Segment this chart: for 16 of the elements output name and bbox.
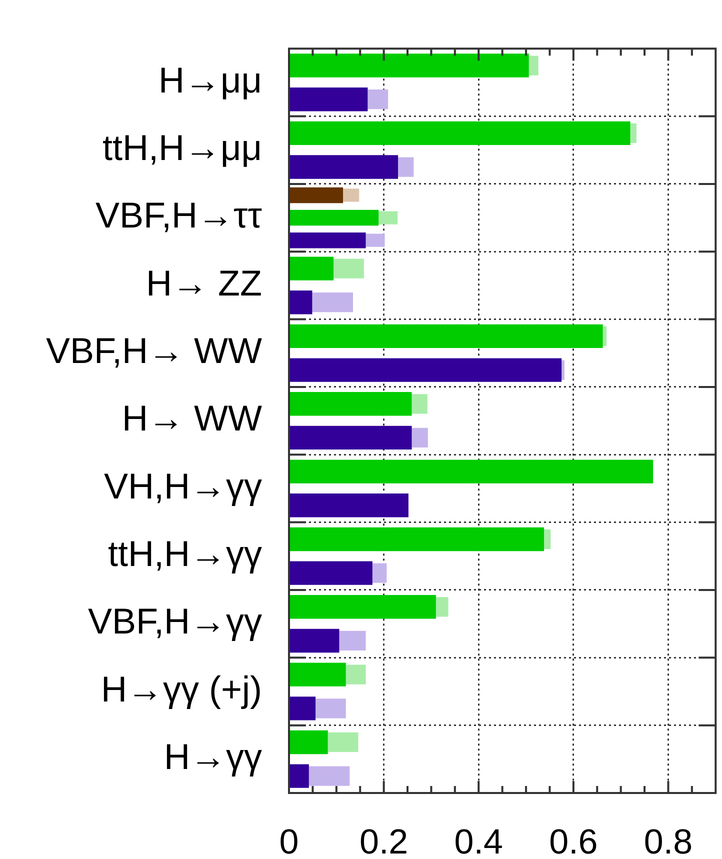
x-tick-label: 0 bbox=[279, 822, 299, 859]
y-tick-label: VBF,H→ WW bbox=[46, 330, 262, 372]
y-tick-label: H→ WW bbox=[122, 398, 262, 439]
y-tick-label: H→μμ bbox=[158, 59, 262, 100]
y-tick-label: H→γγ (+j) bbox=[101, 668, 262, 710]
x-tick-label: 0.4 bbox=[454, 822, 503, 859]
y-tick-label: VH,H→γγ bbox=[104, 465, 262, 506]
x-tick-label: 0.6 bbox=[549, 822, 598, 859]
x-tick-label: 0.8 bbox=[644, 822, 693, 859]
y-tick-label: VBF,H→ττ bbox=[96, 194, 262, 236]
y-tick-label: ttH,H→γγ bbox=[108, 533, 262, 574]
y-tick-label: H→ ZZ bbox=[146, 262, 262, 304]
y-tick-label: ttH,H→μμ bbox=[102, 127, 262, 168]
x-tick-label: 0.2 bbox=[359, 822, 408, 859]
y-tick-label: VBF,H→γγ bbox=[88, 600, 262, 642]
y-tick-label: H→γγ bbox=[164, 736, 262, 778]
